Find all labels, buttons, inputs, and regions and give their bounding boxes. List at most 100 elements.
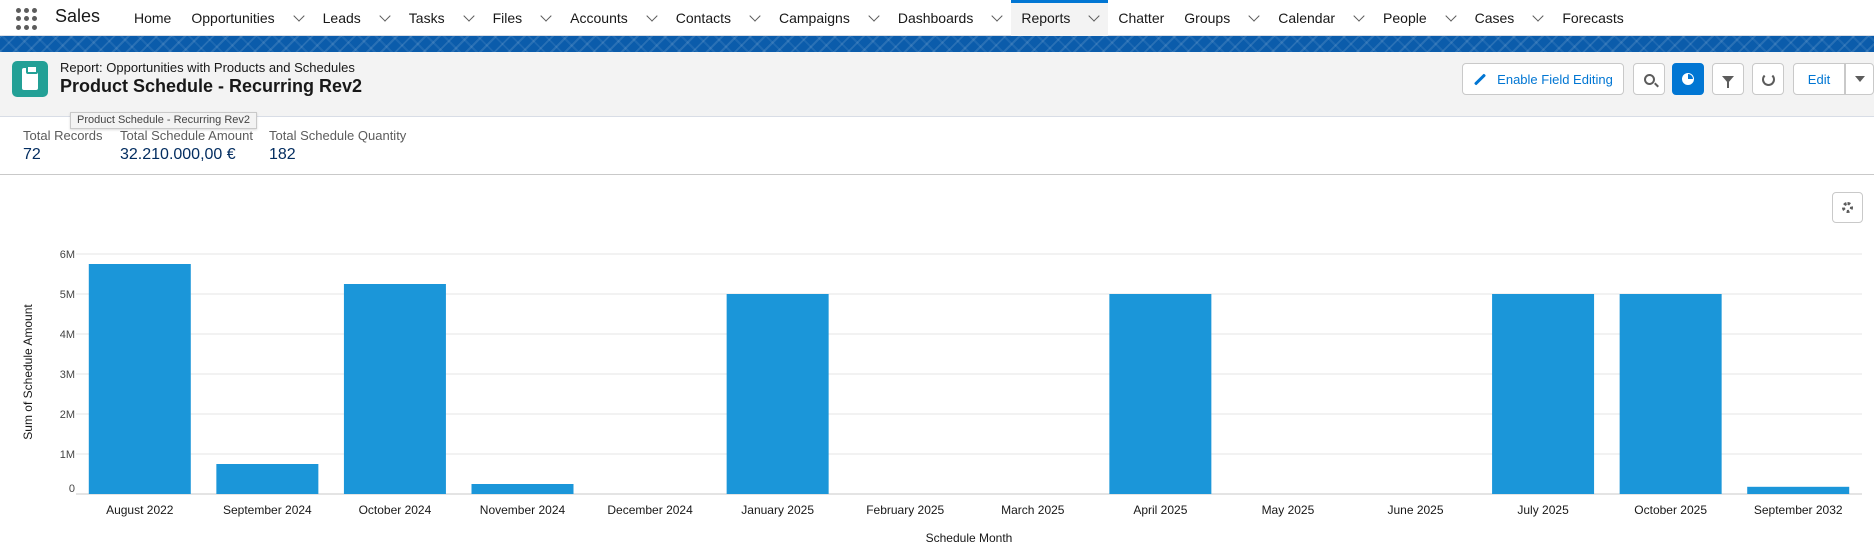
tab-label: Files bbox=[492, 10, 523, 26]
edit-button[interactable]: Edit bbox=[1793, 63, 1845, 95]
tab-files[interactable]: Files bbox=[483, 0, 561, 36]
bar[interactable] bbox=[1747, 486, 1850, 494]
total-schedule-quantity: Total Schedule Quantity 182 bbox=[269, 128, 406, 164]
refresh-button[interactable] bbox=[1752, 63, 1784, 95]
bar[interactable] bbox=[471, 484, 574, 494]
x-tick-label: March 2025 bbox=[1001, 503, 1065, 517]
tab-label: Home bbox=[134, 10, 172, 26]
tab-groups[interactable]: Groups bbox=[1174, 0, 1268, 36]
chevron-down-icon[interactable] bbox=[1353, 9, 1365, 22]
chart-toggle-button[interactable] bbox=[1672, 63, 1704, 95]
report-header: Report: Opportunities with Products and … bbox=[0, 52, 1874, 117]
tab-contacts[interactable]: Contacts bbox=[666, 0, 769, 36]
x-tick-label: April 2025 bbox=[1133, 503, 1187, 517]
tab-leads[interactable]: Leads bbox=[313, 0, 399, 36]
total-amount-label: Total Schedule Amount bbox=[120, 128, 253, 143]
total-records: Total Records 72 bbox=[23, 128, 102, 164]
tab-label: Leads bbox=[322, 10, 361, 26]
total-schedule-amount: Total Schedule Amount 32.210.000,00 € bbox=[120, 128, 253, 164]
chevron-down-icon[interactable] bbox=[1088, 9, 1101, 22]
chart-icon bbox=[1682, 73, 1694, 85]
bar[interactable] bbox=[1109, 294, 1212, 494]
total-records-value: 72 bbox=[23, 146, 41, 163]
tab-accounts[interactable]: Accounts bbox=[560, 0, 666, 36]
chevron-down-icon[interactable] bbox=[292, 9, 305, 22]
gear-icon bbox=[1842, 202, 1853, 213]
chevron-down-icon[interactable] bbox=[379, 9, 391, 22]
app-name: Sales bbox=[55, 6, 101, 26]
total-quantity-value: 182 bbox=[269, 146, 296, 163]
pencil-icon bbox=[1474, 72, 1487, 86]
tab-tasks[interactable]: Tasks bbox=[399, 0, 483, 36]
title-tooltip: Product Schedule - Recurring Rev2 bbox=[70, 112, 258, 129]
x-axis-label: Schedule Month bbox=[926, 531, 1013, 545]
total-quantity-label: Total Schedule Quantity bbox=[269, 128, 407, 143]
y-axis-label: Sum of Schedule Amount bbox=[21, 304, 35, 440]
tab-label: Tasks bbox=[408, 10, 445, 26]
search-icon bbox=[1643, 73, 1655, 85]
filter-button[interactable] bbox=[1712, 63, 1744, 95]
refresh-icon bbox=[1761, 72, 1775, 86]
report-icon bbox=[12, 61, 48, 97]
bar[interactable] bbox=[216, 464, 319, 494]
chevron-down-icon[interactable] bbox=[1248, 9, 1260, 22]
tab-chatter[interactable]: Chatter bbox=[1108, 0, 1174, 36]
bar[interactable] bbox=[343, 284, 446, 494]
x-tick-label: June 2025 bbox=[1387, 503, 1443, 517]
x-tick-label: November 2024 bbox=[480, 503, 566, 517]
x-tick-label: September 2024 bbox=[223, 503, 312, 517]
x-tick-label: February 2025 bbox=[866, 503, 944, 517]
chevron-down-icon[interactable] bbox=[462, 9, 475, 22]
page-title: Product Schedule - Recurring Rev2 bbox=[60, 76, 363, 96]
chevron-down-icon[interactable] bbox=[868, 9, 880, 22]
tab-people[interactable]: People bbox=[1373, 0, 1465, 36]
tab-label: Chatter bbox=[1118, 10, 1165, 26]
tab-label: Cases bbox=[1474, 10, 1515, 26]
tab-label: Accounts bbox=[570, 10, 628, 26]
tab-forecasts[interactable]: Forecasts bbox=[1552, 0, 1633, 36]
report-summary: Total Records 72 Total Schedule Amount 3… bbox=[0, 118, 1874, 175]
bar[interactable] bbox=[88, 264, 191, 494]
tab-label: Reports bbox=[1021, 10, 1071, 26]
global-nav: Sales Home Opportunities Leads Tasks Files Ac… bbox=[0, 0, 1874, 36]
y-tick-label: 5M bbox=[60, 289, 75, 301]
bar[interactable] bbox=[726, 294, 829, 494]
chevron-down-icon bbox=[1854, 76, 1865, 82]
nav-tabs: Home Opportunities Leads Tasks Files Accounts… bbox=[124, 0, 1634, 36]
y-tick-label: 1M bbox=[60, 449, 75, 461]
tab-label: Groups bbox=[1184, 10, 1231, 26]
tab-cases[interactable]: Cases bbox=[1465, 0, 1553, 36]
x-tick-label: October 2025 bbox=[1634, 503, 1707, 517]
chevron-down-icon[interactable] bbox=[991, 9, 1003, 22]
tab-reports[interactable]: Reports bbox=[1011, 0, 1109, 36]
x-tick-label: May 2025 bbox=[1262, 503, 1315, 517]
chart-settings-button[interactable] bbox=[1832, 192, 1863, 223]
y-tick-label: 2M bbox=[60, 409, 75, 421]
chevron-down-icon[interactable] bbox=[646, 9, 658, 22]
tab-calendar[interactable]: Calendar bbox=[1268, 0, 1373, 36]
tab-dashboards[interactable]: Dashboards bbox=[888, 0, 1012, 36]
chevron-down-icon[interactable] bbox=[540, 9, 552, 22]
tab-opportunities[interactable]: Opportunities bbox=[181, 0, 312, 36]
chevron-down-icon[interactable] bbox=[1532, 9, 1544, 22]
tab-campaigns[interactable]: Campaigns bbox=[769, 0, 888, 36]
filter-icon bbox=[1722, 75, 1734, 88]
tab-label: Campaigns bbox=[779, 10, 850, 26]
search-button[interactable] bbox=[1633, 63, 1665, 95]
bar[interactable] bbox=[1492, 294, 1595, 494]
edit-label: Edit bbox=[1807, 71, 1831, 87]
x-tick-label: September 2032 bbox=[1754, 503, 1843, 517]
bar-chart: 0 1M 2M 3M 4M 5M 6M August 2022 September 2024 O… bbox=[21, 249, 1862, 545]
bar[interactable] bbox=[1619, 294, 1722, 494]
chevron-down-icon[interactable] bbox=[1444, 9, 1457, 22]
enable-field-editing-button[interactable]: Enable Field Editing bbox=[1462, 63, 1624, 95]
report-type: Report: Opportunities with Products and … bbox=[60, 60, 355, 75]
chevron-down-icon[interactable] bbox=[749, 9, 761, 22]
x-tick-label: January 2025 bbox=[741, 503, 814, 517]
more-actions-button[interactable] bbox=[1845, 63, 1874, 95]
tab-label: Opportunities bbox=[191, 10, 275, 26]
app-launcher-icon[interactable] bbox=[16, 8, 38, 30]
tab-home[interactable]: Home bbox=[124, 0, 181, 36]
y-tick-label: 4M bbox=[60, 329, 75, 341]
x-tick-label: December 2024 bbox=[607, 503, 693, 517]
